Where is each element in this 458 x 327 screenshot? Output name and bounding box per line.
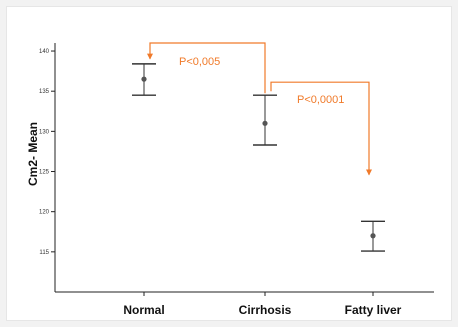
p-value-label-normal: P<0,005	[179, 56, 220, 68]
p-value-label-fatty: P<0,0001	[297, 94, 344, 106]
annotations-group: P<0,005 P<0,0001	[147, 42, 372, 176]
y-tick-label: 140	[39, 49, 50, 55]
error-bar-chart: 140 135 130 125 120 115 P<0,005 P<0,0001 Norma…	[26, 42, 434, 317]
x-category-label: Fatty liver	[345, 303, 402, 317]
y-axis-label: Cm2- Mean	[26, 122, 40, 186]
y-ticks-group: 140 135 130 125 120 115	[39, 49, 55, 256]
y-tick-label: 130	[39, 129, 50, 135]
x-category-label: Cirrhosis	[239, 303, 292, 317]
significance-arrow-normal	[147, 42, 266, 94]
mean-point	[370, 233, 376, 239]
x-category-label: Normal	[123, 303, 164, 317]
axes-group	[54, 43, 434, 293]
significance-arrow-fatty	[270, 81, 372, 176]
y-tick-label: 115	[39, 250, 49, 256]
mean-point	[141, 76, 147, 82]
x-categories-group: Normal Cirrhosis Fatty liver	[123, 292, 402, 317]
marks-group	[132, 63, 385, 252]
mean-point	[262, 120, 268, 126]
y-tick-label: 135	[39, 89, 50, 95]
y-tick-label: 120	[39, 210, 50, 216]
chart-frame: 140 135 130 125 120 115 P<0,005 P<0,0001 Norma…	[6, 6, 452, 321]
y-tick-label: 125	[39, 170, 50, 176]
